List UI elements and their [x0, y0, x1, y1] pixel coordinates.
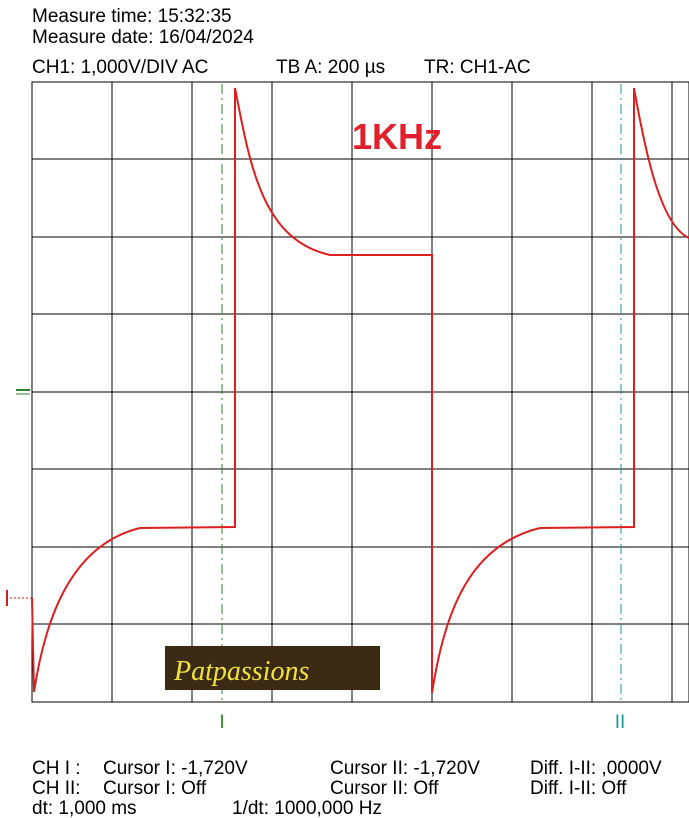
channel-setting: CH1: 1,000V/DIV AC — [32, 57, 208, 78]
footer-text: CH II: — [32, 778, 81, 799]
footer-text: CH I : — [32, 758, 81, 779]
footer-text: dt: 1,000 ms — [32, 798, 137, 818]
cursor-label: I — [219, 712, 224, 733]
measure-time: Measure time: 15:32:35 — [32, 6, 232, 27]
logo-background — [165, 646, 380, 690]
graticule — [31, 81, 689, 703]
footer-text: Cursor I: Off — [103, 778, 207, 799]
logo-text: Patpassions — [173, 656, 309, 687]
cursor-label: II — [615, 712, 626, 733]
footer-text: Cursor II: Off — [330, 778, 439, 799]
frequency-annotation: 1KHz — [352, 116, 442, 157]
footer-text: Diff. I-II: Off — [530, 778, 627, 799]
measure-date: Measure date: 16/04/2024 — [32, 27, 254, 48]
footer-text: Diff. I-II: ,0000V — [530, 758, 662, 779]
footer-text: Cursor I: -1,720V — [103, 758, 248, 779]
footer-text: Cursor II: -1,720V — [330, 758, 480, 779]
footer-text: 1/dt: 1000,000 Hz — [232, 798, 382, 818]
waveform-trace — [31, 87, 689, 694]
trigger-setting: TR: CH1-AC — [424, 57, 531, 78]
timebase-setting: TB A: 200 µs — [276, 57, 385, 78]
